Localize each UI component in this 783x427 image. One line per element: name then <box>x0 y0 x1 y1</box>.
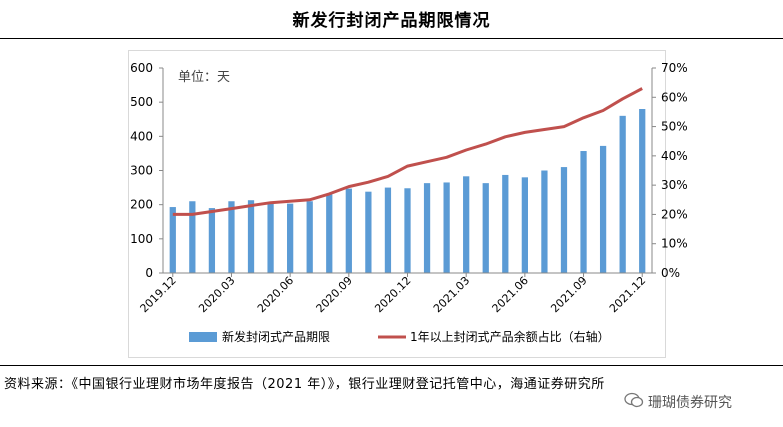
left-axis-ticks: 0 100 200 300 400 500 600 <box>130 61 163 280</box>
chart-title: 新发行封闭产品期限情况 <box>292 11 491 31</box>
y-tick-label: 600 <box>130 61 153 75</box>
source-note: 资料来源：《中国银行业理财市场年度报告（2021 年）》，银行业理财登记托管中心… <box>4 377 605 392</box>
x-tick-label: 2020.09 <box>314 274 355 315</box>
y2-tick-label: 20% <box>661 207 688 221</box>
bar-2021.04 <box>482 183 489 273</box>
legend-bar-swatch <box>189 332 217 342</box>
legend-bar-label: 新发封闭式产品期限 <box>222 329 330 344</box>
y2-tick-label: 0% <box>661 266 680 280</box>
legend-line-label: 1年以上封闭式产品余额占比（右轴） <box>410 329 610 344</box>
x-tick-label: 2021.03 <box>431 274 472 315</box>
y2-tick-label: 60% <box>661 90 688 104</box>
y-tick-label: 200 <box>130 198 153 212</box>
bar-2021.10 <box>599 145 607 273</box>
x-tick-label: 2020.12 <box>372 274 413 315</box>
bottom-rule <box>0 365 783 366</box>
y-tick-label: 0 <box>145 266 153 280</box>
bar-2020.04 <box>247 200 255 273</box>
wechat-icon <box>624 392 644 408</box>
y-tick-label: 400 <box>130 129 153 143</box>
bar-2021.11 <box>619 115 626 273</box>
x-tick-label: 2019.12 <box>138 274 179 315</box>
bar-2020.09 <box>345 188 352 273</box>
bar-2020.03 <box>228 201 235 273</box>
bar-2021.12 <box>639 109 646 273</box>
bar-2020.05 <box>267 203 274 273</box>
y2-tick-label: 40% <box>661 149 688 163</box>
right-axis-ticks: 0% 10% 20% 30% 40% 50% 60% 70% <box>652 61 688 280</box>
y2-tick-label: 30% <box>661 178 688 192</box>
x-tick-label: 2021.12 <box>607 274 648 315</box>
bar-2020.07 <box>306 201 313 273</box>
bar-2021.01 <box>423 183 431 273</box>
legend: 新发封闭式产品期限 1年以上封闭式产品余额占比（右轴） <box>189 329 610 344</box>
x-axis-ticks: 2019.12 2020.03 2020.06 2020.09 2020.12 2021.… <box>138 273 648 315</box>
bar-2021.03 <box>463 176 470 273</box>
bar-2021.07 <box>541 170 548 273</box>
bar-2020.08 <box>326 194 333 273</box>
x-tick-label: 2021.06 <box>490 274 531 315</box>
watermark-text: 珊瑚债券研究 <box>648 395 732 411</box>
bar-2021.05 <box>502 174 509 273</box>
line-series <box>172 87 643 216</box>
bar-2020.06 <box>287 203 294 273</box>
bar-2020.12 <box>404 188 411 273</box>
bar-2019.12 <box>169 207 176 273</box>
bar-2020.11 <box>384 187 392 273</box>
y2-tick-label: 50% <box>661 120 688 134</box>
y-tick-label: 300 <box>130 164 153 178</box>
y2-tick-label: 10% <box>661 237 688 251</box>
y2-tick-label: 70% <box>661 61 688 75</box>
bar-2020.02 <box>208 208 216 273</box>
y-tick-label: 500 <box>130 95 153 109</box>
y-tick-label: 100 <box>130 232 153 246</box>
bar-2021.02 <box>443 182 450 273</box>
bar-2020.10 <box>365 191 372 273</box>
x-tick-label: 2020.06 <box>255 274 296 315</box>
bar-2021.09 <box>580 151 587 273</box>
x-tick-label: 2021.09 <box>548 274 589 315</box>
x-tick-label: 2020.03 <box>196 274 237 315</box>
chart-frame <box>128 50 666 358</box>
bar-series <box>169 109 646 273</box>
unit-label: 单位：天 <box>178 70 230 85</box>
bar-2021.06 <box>521 177 528 273</box>
top-rule <box>0 38 783 39</box>
bar-2021.08 <box>560 167 568 273</box>
bar-2020.01 <box>189 201 196 273</box>
line-share-over-1yr <box>172 87 643 216</box>
